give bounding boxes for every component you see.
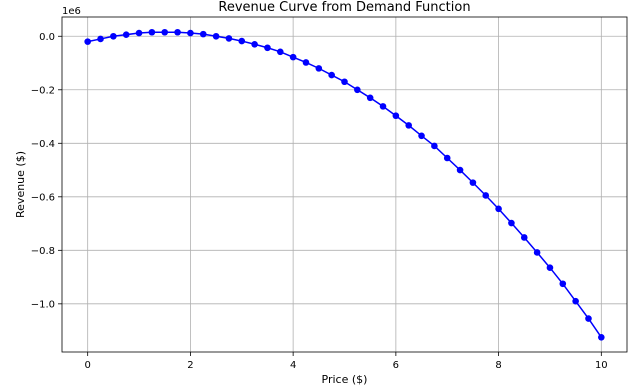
- data-point: [251, 40, 258, 48]
- data-point: [161, 28, 169, 36]
- chart-title: Revenue Curve from Demand Function: [218, 0, 470, 15]
- y-tick-label: −0.6: [31, 192, 55, 203]
- y-tick-label: −0.8: [31, 246, 55, 257]
- data-point: [405, 122, 413, 129]
- data-point: [559, 280, 567, 288]
- data-point: [469, 179, 477, 186]
- x-axis-label: Price ($): [322, 373, 368, 386]
- x-tick-label: 6: [393, 360, 399, 371]
- y-tick-label: 0.0: [39, 32, 55, 43]
- data-point: [97, 35, 104, 43]
- data-point: [418, 132, 425, 140]
- axis-ticks: 0 2 4 6 8 10 0.0 −0.2 −0.4 −0.6 −0.8 −1.0: [31, 32, 608, 371]
- x-tick-label: 4: [290, 360, 296, 371]
- data-point: [546, 264, 554, 272]
- y-offset-label: 1e6: [62, 6, 81, 17]
- y-tick-label: −0.2: [31, 85, 55, 96]
- data-point: [212, 32, 220, 40]
- data-point: [456, 166, 464, 174]
- y-axis-label: Revenue ($): [14, 151, 27, 218]
- data-point: [289, 53, 297, 61]
- data-point: [110, 32, 117, 40]
- data-point: [431, 142, 438, 150]
- data-point: [276, 48, 284, 56]
- data-point: [379, 103, 387, 110]
- y-tick-label: −0.4: [31, 139, 55, 150]
- plot-frame: [61, 16, 628, 353]
- data-point: [135, 29, 143, 37]
- data-point: [443, 154, 451, 162]
- data-point: [187, 29, 194, 37]
- revenue-line: [87, 31, 602, 338]
- data-point: [264, 44, 271, 52]
- data-point: [225, 35, 233, 42]
- y-tick-label: −1.0: [31, 299, 55, 310]
- data-point: [84, 38, 91, 45]
- x-tick-label: 8: [495, 360, 501, 371]
- data-point: [533, 249, 541, 256]
- grid-lines: [62, 17, 627, 352]
- data-point: [508, 219, 515, 227]
- data-point: [238, 37, 246, 45]
- data-point: [341, 78, 348, 86]
- data-point: [148, 28, 156, 36]
- data-point: [585, 315, 592, 322]
- data-series: [84, 28, 605, 341]
- data-point: [598, 333, 605, 341]
- data-point: [520, 234, 528, 241]
- data-point: [122, 31, 130, 38]
- data-point: [482, 192, 490, 199]
- data-point: [315, 65, 323, 72]
- data-point: [199, 30, 207, 38]
- data-point: [495, 205, 502, 213]
- data-point: [354, 86, 361, 94]
- data-point: [392, 112, 400, 120]
- data-point: [328, 71, 335, 79]
- data-point: [366, 94, 374, 102]
- x-tick-label: 10: [595, 360, 608, 371]
- data-point: [174, 28, 181, 36]
- x-tick-label: 2: [187, 360, 193, 371]
- data-point: [572, 297, 579, 305]
- x-tick-label: 0: [84, 360, 90, 371]
- data-point: [302, 59, 310, 66]
